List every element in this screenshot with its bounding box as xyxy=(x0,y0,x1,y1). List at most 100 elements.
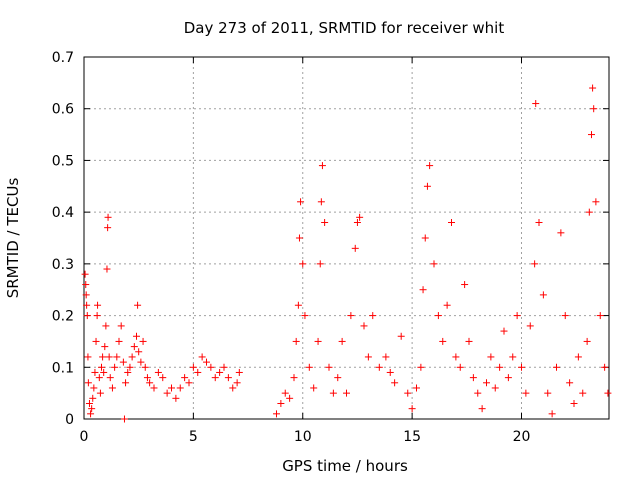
x-tick-label: 10 xyxy=(294,429,312,445)
data-point xyxy=(375,363,383,371)
data-point xyxy=(203,358,210,366)
data-point xyxy=(85,399,93,407)
y-tick-label: 0.7 xyxy=(52,50,74,66)
chart-title: Day 273 of 2011, SRMTID for receiver whi… xyxy=(184,19,505,37)
data-point xyxy=(229,384,237,392)
data-point xyxy=(382,353,390,361)
data-point xyxy=(198,353,206,361)
data-point xyxy=(456,363,464,371)
data-point xyxy=(88,405,96,413)
data-point xyxy=(139,337,147,345)
y-tick-label: 0.1 xyxy=(52,360,74,376)
data-point xyxy=(561,312,569,320)
data-point xyxy=(98,363,105,371)
data-point xyxy=(496,363,504,371)
data-point xyxy=(397,332,405,340)
data-point xyxy=(439,337,447,345)
data-point xyxy=(297,198,305,206)
data-point xyxy=(281,389,289,397)
data-point xyxy=(310,384,318,392)
data-point xyxy=(408,405,416,413)
x-tick-label: 0 xyxy=(80,429,89,445)
data-point xyxy=(500,327,508,335)
data-point xyxy=(181,374,189,382)
data-point xyxy=(448,218,455,226)
x-tick-label: 15 xyxy=(403,429,421,445)
data-point xyxy=(159,374,167,382)
y-tick-label: 0 xyxy=(65,412,74,428)
data-point xyxy=(104,224,112,232)
tick-labels: 0 5 10 15 20 0 0.1 0.2 0.3 0.4 0.5 0.6 0.7 xyxy=(52,50,531,445)
x-tick-label: 20 xyxy=(513,429,531,445)
data-point xyxy=(360,322,368,330)
data-point xyxy=(91,368,99,376)
data-point xyxy=(117,322,125,330)
data-point xyxy=(103,265,111,273)
data-point xyxy=(100,368,108,376)
x-tick-label: 5 xyxy=(189,429,198,445)
data-point xyxy=(168,384,175,392)
data-point xyxy=(128,353,136,361)
data-point xyxy=(369,312,377,320)
data-point xyxy=(126,363,134,371)
data-point xyxy=(566,379,574,387)
data-point xyxy=(434,312,442,320)
data-point xyxy=(343,389,350,397)
data-point xyxy=(82,281,90,289)
data-point xyxy=(301,312,309,320)
data-point xyxy=(364,353,372,361)
data-point xyxy=(557,229,565,237)
data-point xyxy=(347,312,355,320)
data-point xyxy=(96,389,104,397)
axes xyxy=(83,56,610,420)
data-point xyxy=(553,363,560,371)
data-point xyxy=(211,374,219,382)
data-point xyxy=(111,363,119,371)
data-point xyxy=(120,415,128,423)
data-point xyxy=(163,389,171,397)
data-point xyxy=(423,182,431,190)
data-point xyxy=(90,384,98,392)
data-point xyxy=(290,374,298,382)
data-point xyxy=(101,343,109,351)
data-point xyxy=(531,260,539,268)
data-point xyxy=(99,353,107,361)
data-point xyxy=(87,410,95,418)
data-point xyxy=(104,213,112,221)
data-point xyxy=(604,389,612,397)
data-point xyxy=(334,374,342,382)
data-point xyxy=(119,358,127,366)
data-point xyxy=(596,312,604,320)
data-point xyxy=(465,337,473,345)
y-tick-label: 0.5 xyxy=(52,153,74,169)
data-point xyxy=(154,368,162,376)
data-point xyxy=(539,291,547,299)
data-point xyxy=(487,353,495,361)
data-point xyxy=(548,410,556,418)
data-point xyxy=(314,337,322,345)
data-point xyxy=(526,322,534,330)
data-point xyxy=(84,353,92,361)
data-point xyxy=(108,384,116,392)
data-point xyxy=(102,322,110,330)
data-point xyxy=(574,353,582,361)
data-point xyxy=(535,218,543,226)
data-point xyxy=(113,353,121,361)
data-point xyxy=(185,379,193,387)
y-tick-label: 0.2 xyxy=(52,309,74,325)
data-point xyxy=(84,379,92,387)
data-point xyxy=(592,198,600,206)
x-axis-label: GPS time / hours xyxy=(282,457,408,475)
data-point xyxy=(469,374,477,382)
y-tick-label: 0.4 xyxy=(52,205,74,221)
data-point xyxy=(583,337,591,345)
data-point xyxy=(95,374,103,382)
data-point xyxy=(150,384,158,392)
data-point xyxy=(509,353,517,361)
data-point xyxy=(318,162,326,170)
data-point xyxy=(588,131,595,139)
data-point xyxy=(81,270,89,278)
data-point xyxy=(122,379,130,387)
data-point xyxy=(478,405,486,413)
